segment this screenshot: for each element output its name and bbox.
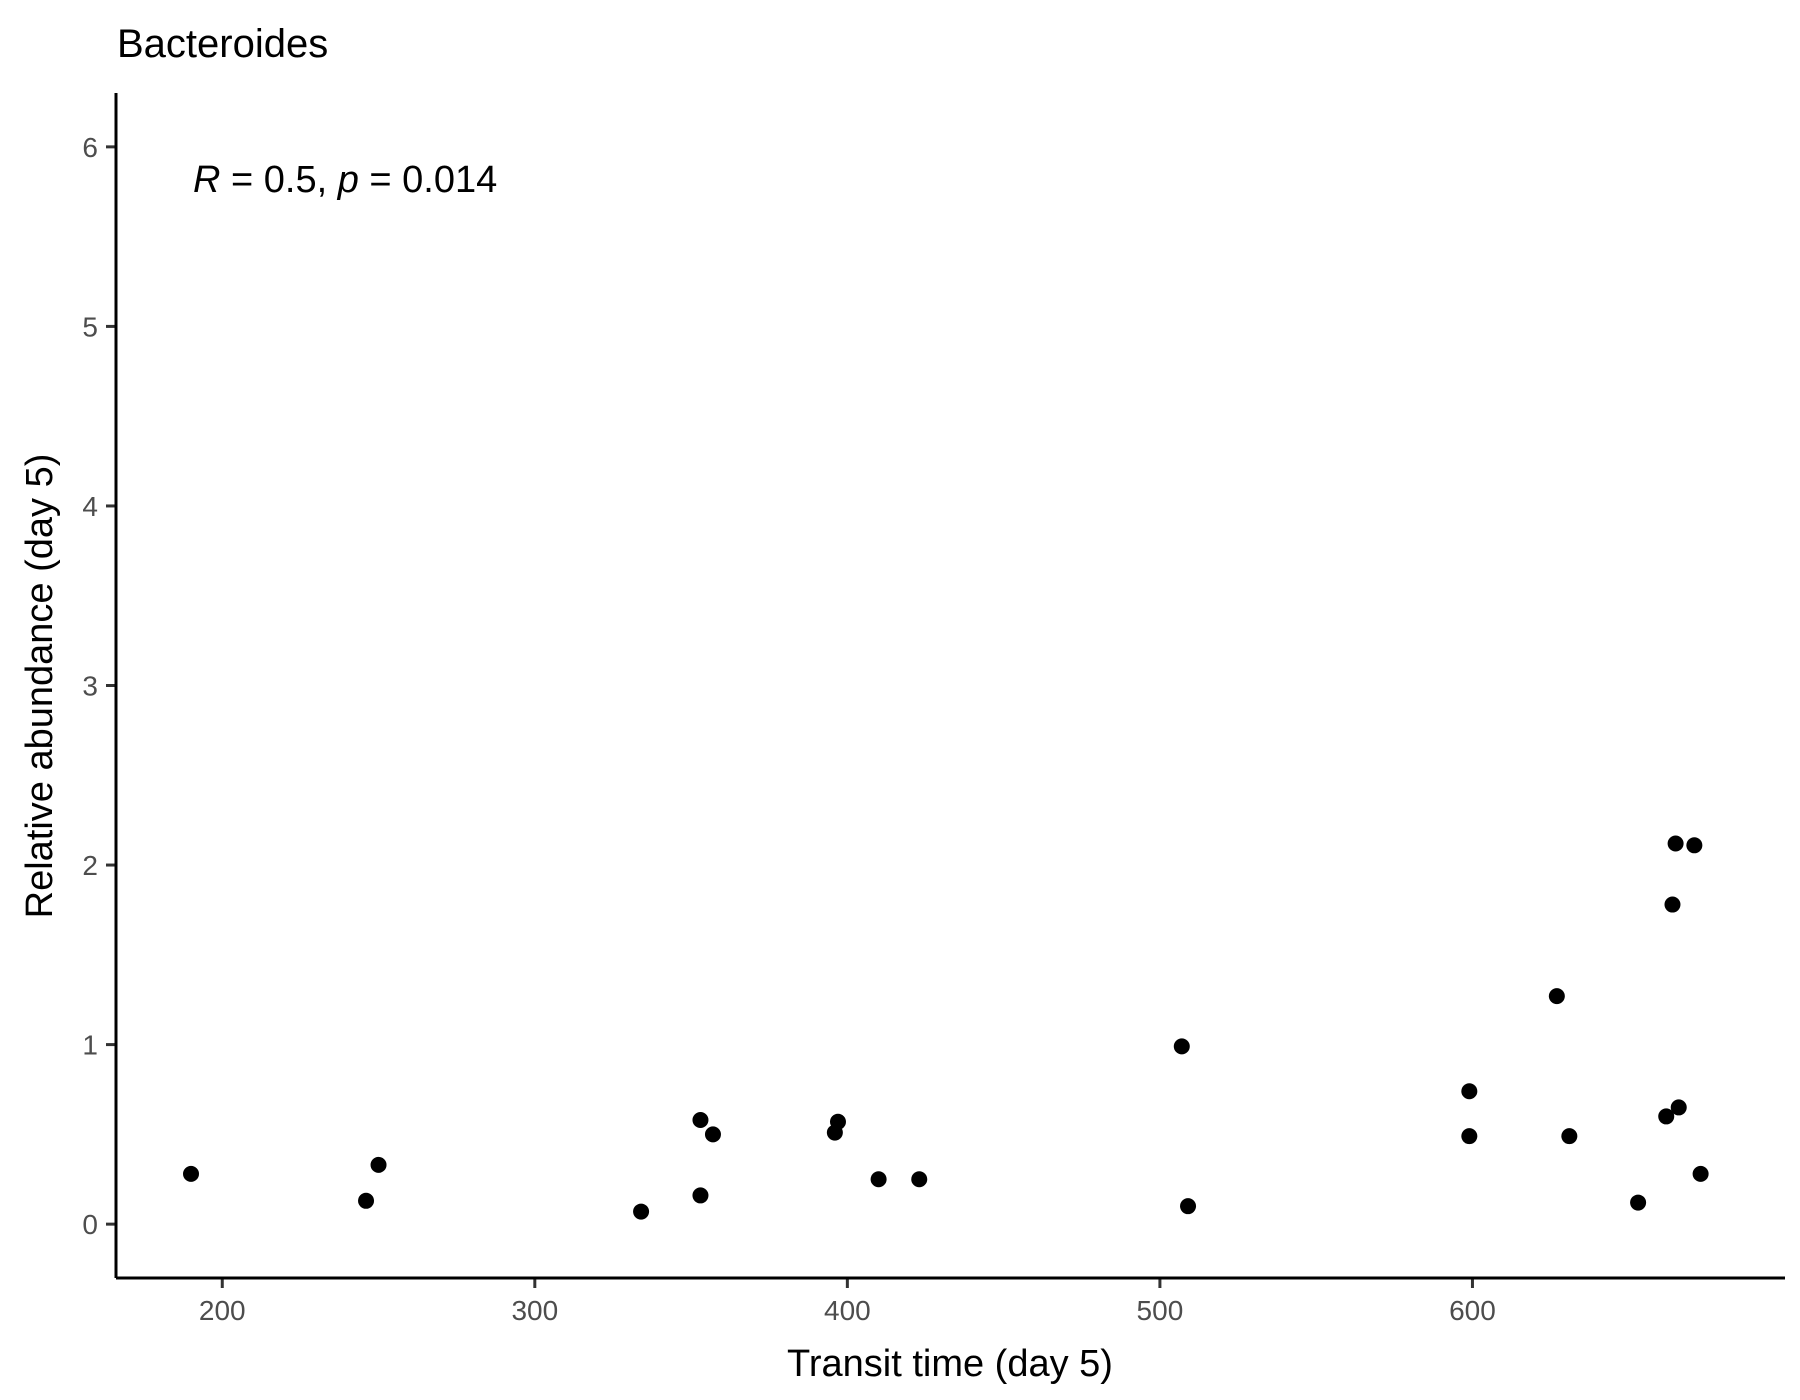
data-point (692, 1187, 709, 1204)
data-point (1664, 896, 1681, 913)
correlation-annotation: R = 0.5, p = 0.014 (193, 159, 497, 201)
y-tick-label: 3 (82, 671, 98, 702)
y-tick-label: 6 (82, 132, 98, 163)
x-tick-label: 400 (824, 1295, 871, 1326)
data-point (911, 1171, 928, 1188)
r-value: = 0.5, (220, 159, 337, 201)
p-symbol: p (337, 159, 359, 201)
data-point (1180, 1198, 1197, 1215)
y-tick-label: 0 (82, 1209, 98, 1240)
data-point (1630, 1194, 1647, 1211)
y-axis: 0 1 2 3 4 5 6 (82, 132, 116, 1240)
data-point (633, 1203, 650, 1220)
y-tick-label: 2 (82, 850, 98, 881)
data-points (183, 835, 1709, 1220)
data-point (358, 1192, 375, 1209)
y-axis-title: Relative abundance (day 5) (19, 454, 61, 919)
x-axis: 200 300 400 500 600 (199, 1278, 1496, 1326)
p-value: = 0.014 (359, 159, 497, 201)
data-point (1670, 1099, 1687, 1116)
data-point (692, 1112, 709, 1128)
data-point (1548, 988, 1565, 1005)
x-tick-label: 600 (1449, 1295, 1496, 1326)
data-point (1561, 1128, 1578, 1145)
x-axis-title: Transit time (day 5) (787, 1343, 1113, 1385)
y-tick-label: 4 (82, 491, 98, 522)
data-point (1686, 837, 1703, 854)
data-point (1461, 1083, 1478, 1100)
data-point (870, 1171, 887, 1188)
x-tick-label: 200 (199, 1295, 246, 1326)
r-symbol: R (193, 159, 220, 201)
x-tick-label: 500 (1137, 1295, 1184, 1326)
data-point (1658, 1108, 1675, 1125)
y-tick-label: 1 (82, 1030, 98, 1061)
data-point (1461, 1128, 1478, 1145)
data-point (1173, 1038, 1190, 1055)
data-point (370, 1156, 387, 1173)
data-point (1692, 1165, 1709, 1182)
data-point (1667, 835, 1684, 852)
data-point (704, 1126, 721, 1143)
data-point (829, 1113, 846, 1130)
chart-title: Bacteroides (117, 22, 328, 66)
x-tick-label: 300 (511, 1295, 558, 1326)
data-point (183, 1165, 200, 1182)
y-tick-label: 5 (82, 311, 98, 342)
